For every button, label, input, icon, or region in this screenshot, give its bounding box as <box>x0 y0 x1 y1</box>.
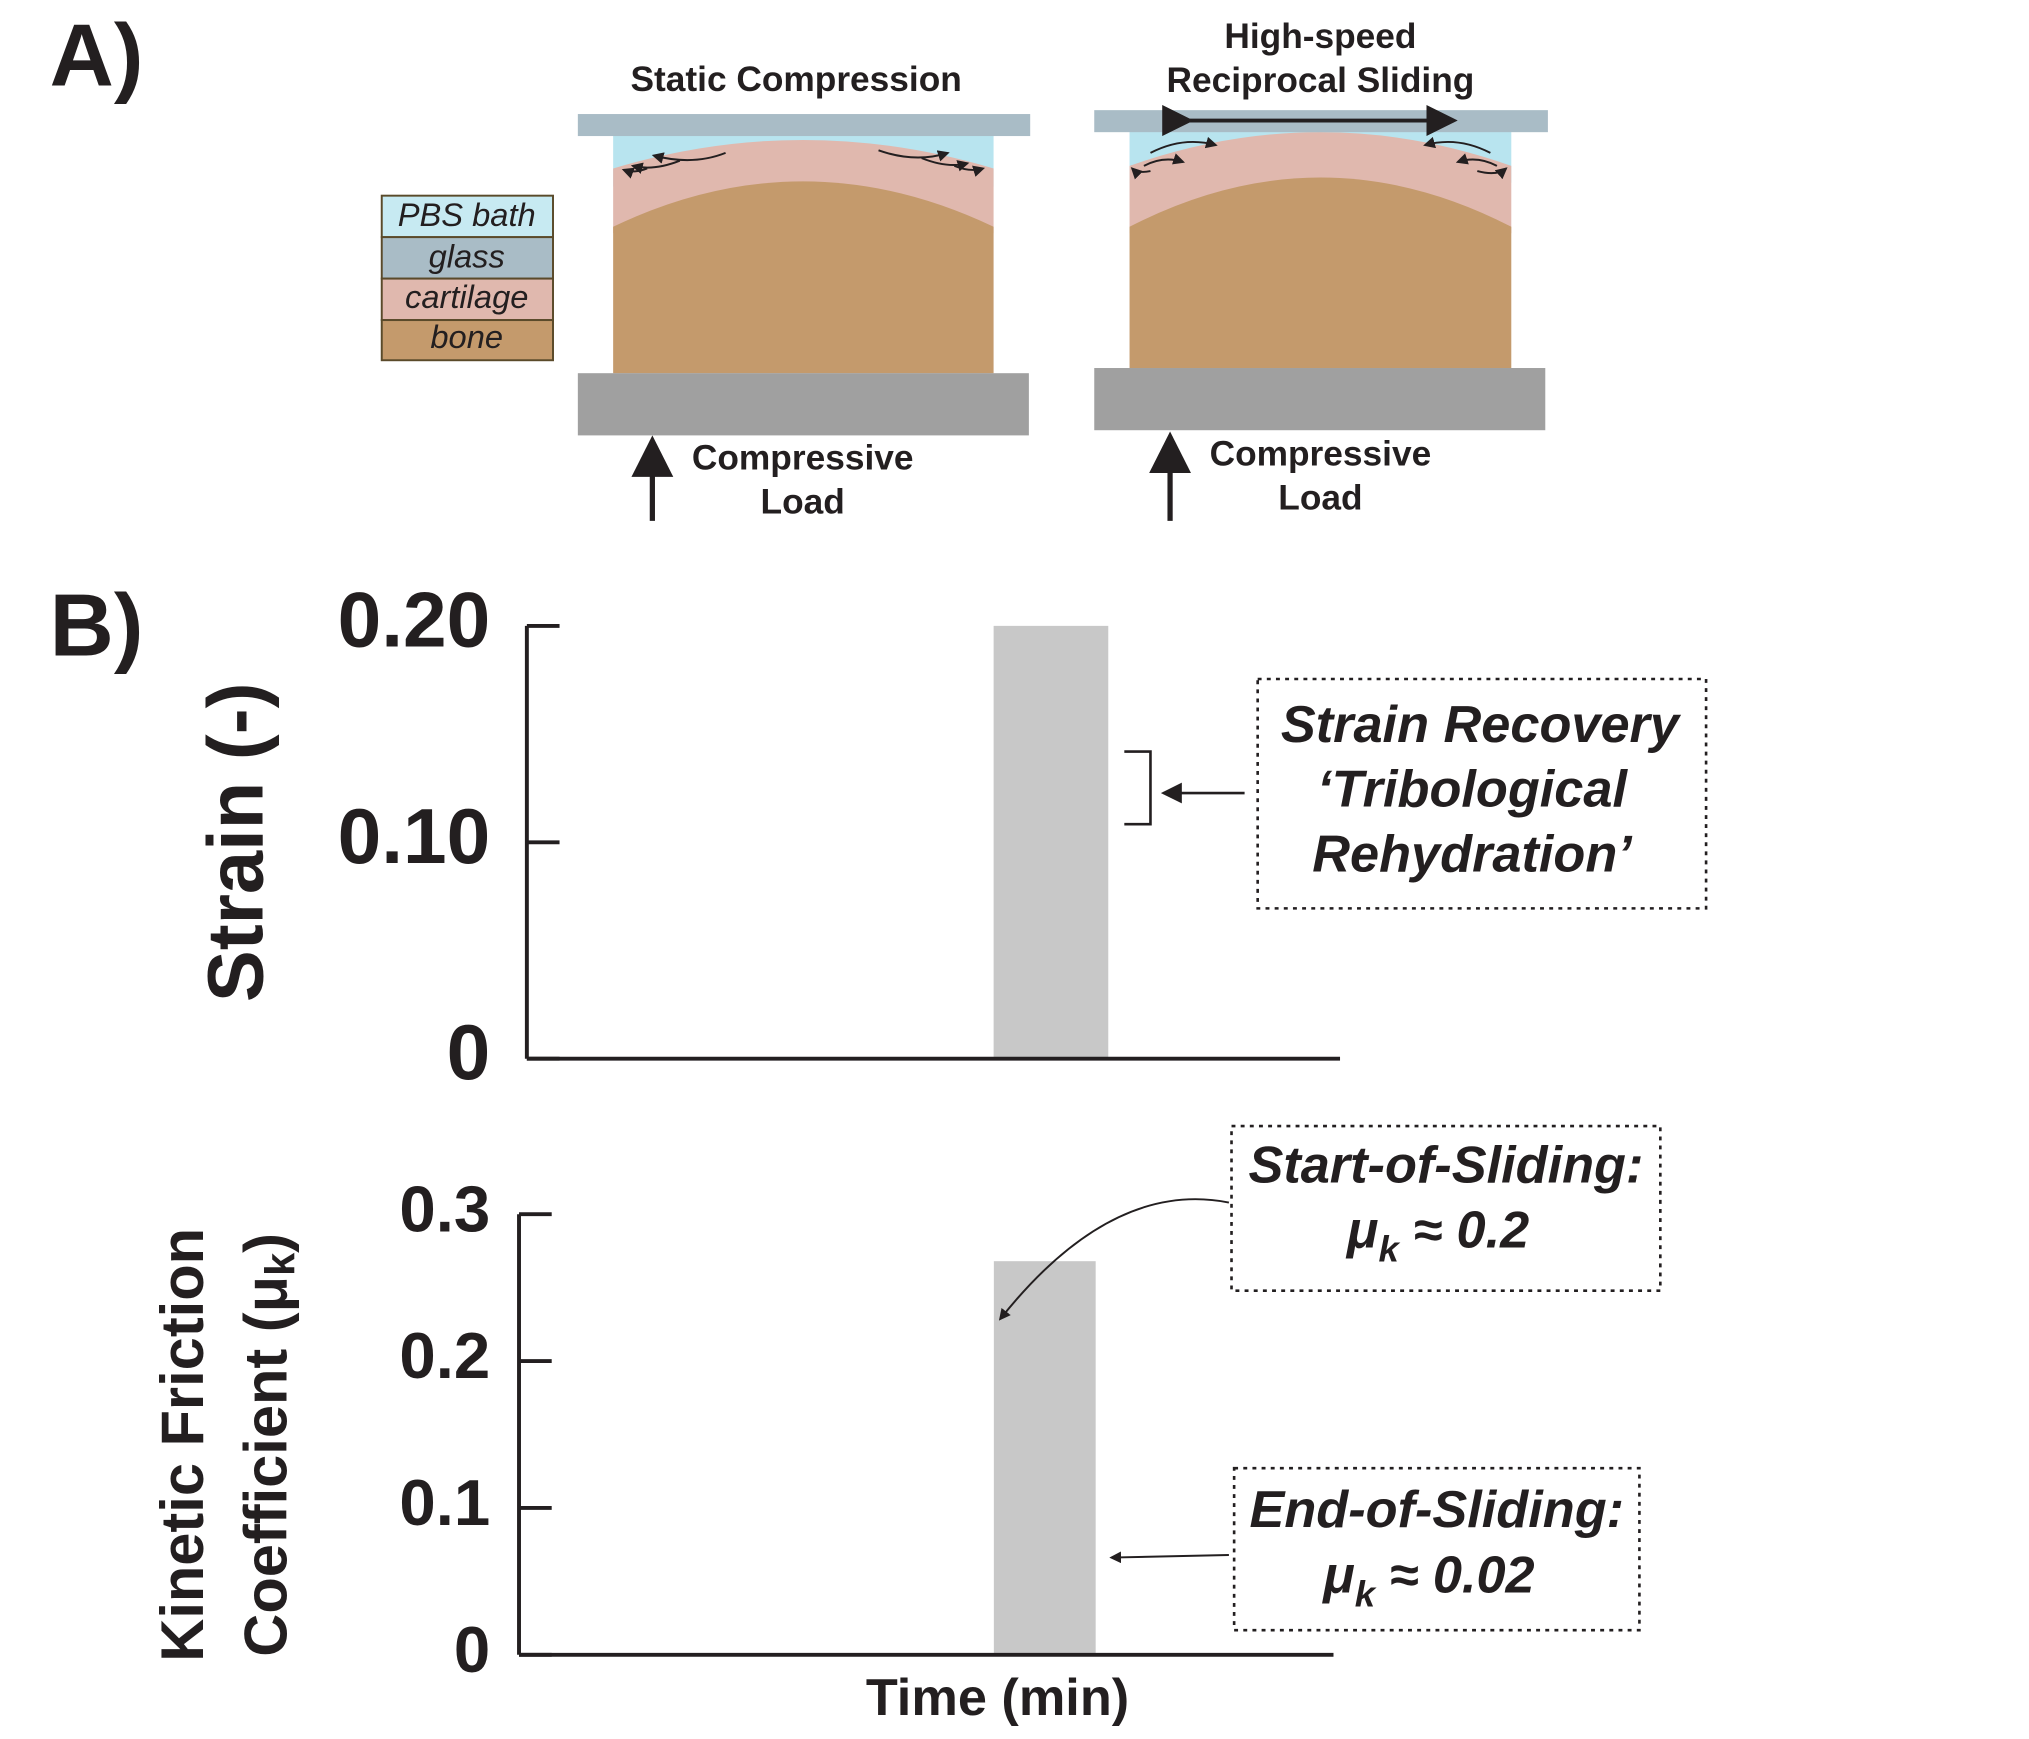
load-label: Compressive <box>1210 435 1432 474</box>
figure: A) PBS bath glass cartilage bone Static … <box>0 0 2029 1739</box>
annotation: ‘Tribological <box>1317 761 1628 819</box>
annotation: End-of-Sliding: <box>1249 1481 1624 1539</box>
annotation: Rehydration’ <box>1312 826 1633 884</box>
bone <box>613 181 993 373</box>
y-tick-label: 0.3 <box>399 1173 490 1246</box>
bracket <box>1124 752 1150 825</box>
static-setup: Static Compression Compressive Load <box>578 60 1030 521</box>
annotation: μk ≈ 0.02 <box>1321 1546 1534 1614</box>
base <box>1094 368 1545 430</box>
y-tick-label: 0.10 <box>338 792 491 880</box>
load-label: Load <box>761 482 845 521</box>
legend-label: PBS bath <box>398 197 536 233</box>
annotation: Strain Recovery <box>1281 696 1682 754</box>
panel-label: A) <box>50 6 144 105</box>
sliding-period <box>994 626 1109 1059</box>
sliding-period <box>994 1261 1096 1655</box>
bone <box>1130 178 1512 368</box>
x-axis-label: Time (min) <box>866 1669 1129 1727</box>
plots: 0 0.10 0.20 0 0.1 0.2 0.3 <box>338 576 1340 1686</box>
y-axis-label: Kinetic Friction <box>149 1228 216 1662</box>
legend: PBS bath glass cartilage bone <box>382 196 553 361</box>
sliding-setup: High-speed Reciprocal Sliding Compressiv… <box>1094 17 1548 521</box>
y-tick-label: 0.2 <box>399 1319 490 1392</box>
base <box>578 373 1029 435</box>
panel-label: B) <box>50 576 144 675</box>
y-tick-label: 0.1 <box>399 1466 490 1539</box>
annotation: Start-of-Sliding: <box>1248 1137 1643 1195</box>
annotation: μk ≈ 0.2 <box>1345 1202 1529 1270</box>
legend-label: bone <box>430 319 503 355</box>
setup-title: High-speed <box>1224 17 1416 56</box>
load-label: Compressive <box>692 438 914 477</box>
y-tick-label: 0.20 <box>338 576 491 664</box>
load-label: Load <box>1278 479 1362 518</box>
y-tick-label: 0 <box>454 1613 490 1686</box>
y-axis-label: Coefficient (μk) <box>232 1233 304 1657</box>
setup-title: Static Compression <box>631 60 962 99</box>
legend-label: glass <box>429 239 505 275</box>
y-axis-label: Strain (-) <box>191 683 279 1003</box>
setup-title: Reciprocal Sliding <box>1167 61 1475 100</box>
page: {"panel_a": {"label": "A)", "legend": ["… <box>0 0 2029 1739</box>
arrow <box>1111 1555 1229 1558</box>
legend-label: cartilage <box>405 279 528 315</box>
glass <box>578 114 1030 136</box>
y-tick-label: 0 <box>447 1009 491 1097</box>
